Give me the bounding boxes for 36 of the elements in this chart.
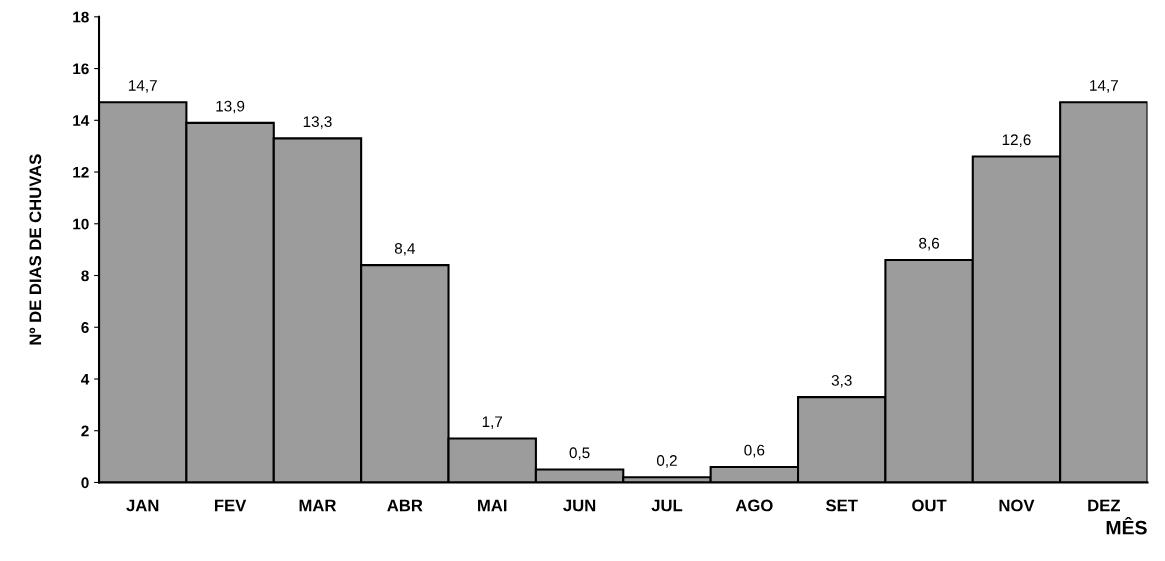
x-tick-label: AGO (735, 499, 773, 512)
data-label: 13,9 (216, 100, 245, 114)
y-axis-title: Nº DE DIAS DE CHUVAS (29, 154, 42, 345)
x-tick-label: FEV (215, 499, 247, 512)
data-label: 0,5 (569, 447, 590, 460)
y-tick-label: 4 (81, 374, 90, 385)
y-tick-label: 10 (73, 218, 89, 230)
y-tick-label: 0 (81, 477, 89, 489)
data-label: 0,6 (744, 444, 765, 458)
x-tick-label: MAI (478, 499, 507, 512)
x-tick-label: JUL (651, 499, 683, 512)
y-tick-label: 6 (81, 322, 89, 333)
data-label: 13,3 (303, 116, 332, 129)
x-tick-label: JAN (126, 499, 159, 512)
data-label: 14,7 (129, 80, 157, 93)
data-label: 3,3 (831, 374, 852, 388)
y-tick-label: 16 (73, 63, 89, 75)
y-tick-label: 12 (73, 166, 89, 178)
y-tick-label: 8 (81, 270, 89, 282)
x-tick-label: JUN (563, 499, 596, 512)
y-tick-label: 2 (81, 425, 89, 437)
y-tick-label: 14 (73, 115, 90, 126)
x-tick-label: SET (825, 499, 858, 512)
x-tick-label: OUT (912, 499, 947, 512)
x-tick-label: NOV (999, 499, 1035, 512)
x-axis-title: MÊS (1106, 516, 1147, 535)
data-label: 8,4 (394, 242, 416, 256)
y-tick-label: 18 (73, 11, 89, 23)
x-tick-label: MAR (299, 499, 337, 512)
data-label: 1,7 (482, 416, 503, 429)
data-label: 0,2 (656, 455, 677, 468)
data-label: 14,7 (1090, 80, 1118, 93)
data-label: 12,6 (1002, 134, 1031, 147)
x-tick-label: ABR (387, 499, 423, 512)
data-label: 8,6 (919, 237, 940, 251)
x-tick-label: DEZ (1088, 499, 1121, 512)
